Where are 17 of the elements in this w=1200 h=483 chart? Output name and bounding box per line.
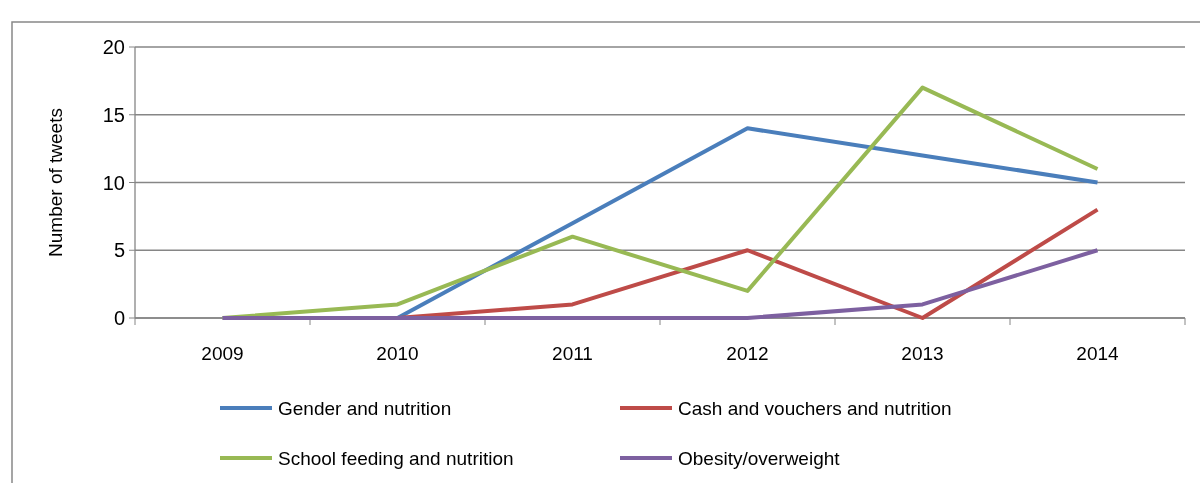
y-axis-title: Number of tweets xyxy=(45,108,66,257)
x-tick-label: 2009 xyxy=(201,343,244,364)
line-series xyxy=(220,85,1100,320)
y-tick-label: 5 xyxy=(113,239,125,262)
y-tick-label: 10 xyxy=(102,171,125,194)
legend-label: Obesity/overweight xyxy=(678,447,841,469)
x-tick-label: 2011 xyxy=(552,343,593,364)
y-tick-label: 20 xyxy=(102,36,125,58)
x-tick-label: 2012 xyxy=(726,343,769,364)
y-tick-label: 0 xyxy=(113,307,125,329)
x-tick-label: 2010 xyxy=(376,343,419,364)
x-tick-label: 2014 xyxy=(1076,343,1120,364)
legend-label: Cash and vouchers and nutrition xyxy=(678,397,952,419)
x-tick-label: 2013 xyxy=(901,343,944,364)
y-tick-label: 15 xyxy=(102,103,125,126)
legend-label: School feeding and nutrition xyxy=(278,447,514,469)
legend-label: Gender and nutrition xyxy=(278,397,452,419)
